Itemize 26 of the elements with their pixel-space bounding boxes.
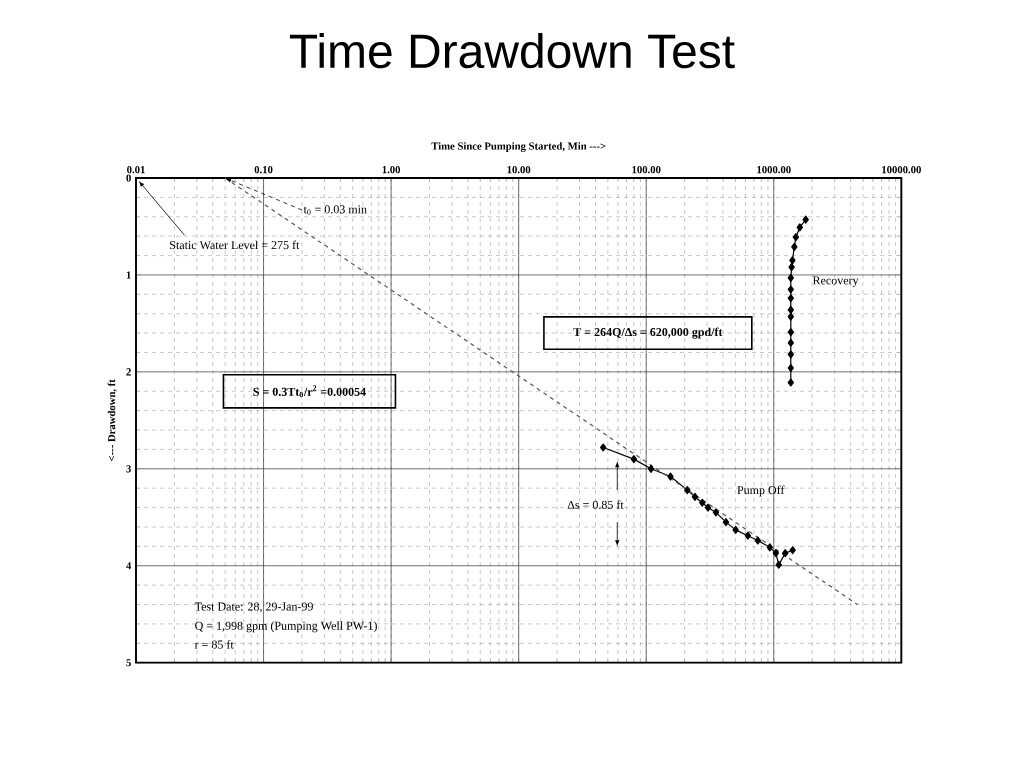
annotation: Q = 1,998 gpm (Pumping Well PW-1) [195, 621, 377, 633]
annotation: r = 85 ft [194, 639, 234, 649]
x-tick-label: 10.00 [507, 166, 531, 174]
x-tick-label: 1.00 [382, 166, 401, 174]
x-tick-label: 10000.00 [882, 166, 921, 174]
chart-title: Time Drawdown Test [289, 33, 735, 69]
y-axis-title: <--- Drawdown, ft [107, 379, 117, 461]
x-tick-label: 1000.00 [757, 166, 791, 174]
y-tick-label: 2 [126, 368, 131, 376]
annotation: Static Water Level = 275 ft [170, 240, 300, 250]
annotation: T = 264Q/Δs = 620,000 gpd/ft [573, 327, 723, 339]
annotation: Pump Off [737, 485, 785, 497]
y-tick-label: 3 [126, 465, 131, 473]
y-tick-label: 1 [126, 271, 131, 279]
x-tick-label: 0.10 [254, 166, 273, 174]
annotation: Recovery [812, 276, 859, 287]
x-axis-title: Time Since Pumping Started, Min ---> [431, 142, 606, 152]
x-tick-label: 0.01 [127, 166, 145, 174]
annotation: Δs = 0.85 ft [567, 500, 624, 509]
annotation: t$_{0}$ = 0.03 min [303, 205, 367, 215]
annotation: Test Date: 28, 29-Jan-99 [194, 602, 313, 613]
annotation: S = 0.3Tt$_{0}$/r$^{2}$ =0.00054 [253, 385, 366, 398]
y-tick-label: 4 [126, 562, 132, 570]
y-tick-label: 0 [126, 174, 131, 182]
x-tick-label: 100.00 [632, 166, 661, 174]
y-tick-label: 5 [126, 659, 131, 667]
